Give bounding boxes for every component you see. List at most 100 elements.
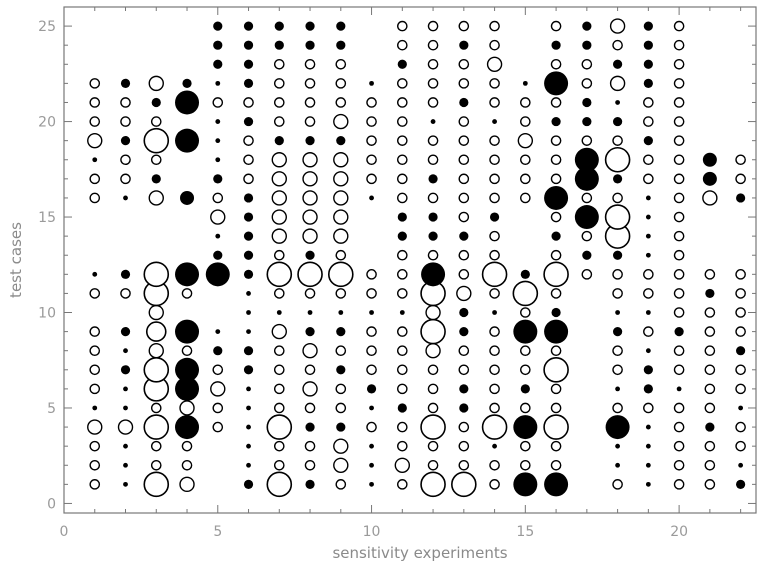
open-bubble — [609, 75, 626, 92]
open-bubble — [458, 58, 470, 70]
open-bubble — [89, 440, 101, 452]
open-bubble — [87, 132, 103, 149]
open-bubble — [458, 249, 470, 261]
filled-bubble — [243, 250, 254, 260]
open-bubble — [489, 383, 500, 395]
filled-bubble — [645, 481, 651, 487]
filled-bubble — [513, 415, 538, 440]
open-bubble — [643, 154, 654, 166]
filled-bubble — [246, 424, 251, 430]
open-bubble — [673, 269, 685, 280]
open-bubble — [333, 152, 349, 168]
open-bubble — [481, 261, 508, 288]
filled-bubble — [151, 97, 161, 108]
open-bubble — [673, 135, 685, 146]
open-bubble — [427, 402, 439, 414]
open-bubble — [520, 307, 531, 318]
open-bubble — [486, 56, 503, 72]
filled-bubble — [459, 403, 469, 413]
open-bubble — [302, 342, 318, 359]
open-bubble — [581, 135, 593, 146]
filled-bubble — [243, 78, 254, 88]
open-bubble — [458, 211, 470, 223]
open-bubble — [673, 345, 685, 356]
open-bubble — [271, 323, 287, 340]
open-bubble — [212, 421, 224, 433]
open-bubble — [581, 230, 593, 242]
open-bubble — [89, 97, 101, 108]
open-bubble — [520, 116, 531, 127]
open-bubble — [89, 288, 101, 299]
filled-bubble — [213, 21, 223, 31]
open-bubble — [520, 345, 531, 356]
filled-bubble — [243, 40, 254, 50]
open-bubble — [456, 285, 472, 302]
open-bubble — [520, 97, 531, 108]
filled-bubble — [613, 59, 623, 69]
open-bubble — [427, 58, 439, 70]
filled-bubble — [213, 59, 223, 69]
filled-bubble — [428, 231, 438, 241]
filled-bubble — [428, 174, 438, 184]
open-bubble — [458, 135, 470, 146]
open-bubble — [297, 261, 323, 288]
open-bubble — [271, 171, 287, 187]
filled-bubble — [274, 40, 284, 50]
filled-bubble — [615, 310, 620, 315]
open-bubble — [550, 20, 562, 32]
filled-bubble — [336, 40, 346, 50]
y-tick-label: 15 — [38, 210, 56, 226]
open-bubble — [397, 288, 408, 299]
open-bubble — [612, 402, 623, 414]
open-bubble — [302, 171, 318, 187]
filled-bubble — [243, 193, 254, 203]
filled-bubble — [213, 346, 223, 356]
open-bubble — [643, 402, 654, 414]
open-bubble — [604, 204, 631, 230]
open-bubble — [673, 249, 685, 261]
filled-bubble — [736, 193, 746, 203]
open-bubble — [489, 135, 500, 146]
filled-bubble — [120, 136, 131, 146]
filled-bubble — [246, 386, 251, 392]
filled-bubble — [582, 40, 592, 50]
open-bubble — [271, 228, 287, 244]
open-bubble — [397, 39, 408, 51]
filled-bubble — [513, 472, 538, 497]
open-bubble — [673, 20, 685, 32]
filled-bubble — [574, 147, 599, 172]
open-bubble — [735, 326, 746, 337]
open-bubble — [273, 249, 285, 261]
open-bubble — [150, 459, 162, 471]
filled-bubble — [513, 319, 538, 344]
filled-bubble — [123, 348, 128, 354]
filled-bubble — [215, 138, 221, 144]
open-bubble — [427, 440, 439, 452]
open-bubble — [489, 78, 500, 89]
open-bubble — [273, 97, 285, 108]
open-bubble — [489, 230, 500, 242]
filled-bubble — [645, 195, 651, 201]
y-tick-label: 5 — [47, 401, 56, 417]
open-bubble — [643, 326, 654, 337]
filled-bubble — [246, 310, 251, 315]
open-bubble — [643, 173, 654, 185]
filled-bubble — [213, 250, 223, 260]
filled-bubble — [645, 424, 651, 430]
open-bubble — [427, 364, 439, 376]
filled-bubble — [182, 78, 192, 88]
data-points — [87, 18, 746, 498]
open-bubble — [550, 440, 562, 452]
open-bubble — [181, 288, 193, 299]
open-bubble — [89, 479, 101, 490]
open-bubble — [397, 20, 408, 32]
open-bubble — [704, 326, 716, 337]
filled-bubble — [736, 479, 746, 489]
open-bubble — [458, 421, 470, 433]
open-bubble — [643, 97, 654, 108]
open-bubble — [366, 269, 377, 280]
open-bubble — [609, 18, 626, 34]
open-bubble — [451, 471, 477, 498]
filled-bubble — [274, 21, 284, 31]
filled-bubble — [397, 212, 407, 222]
